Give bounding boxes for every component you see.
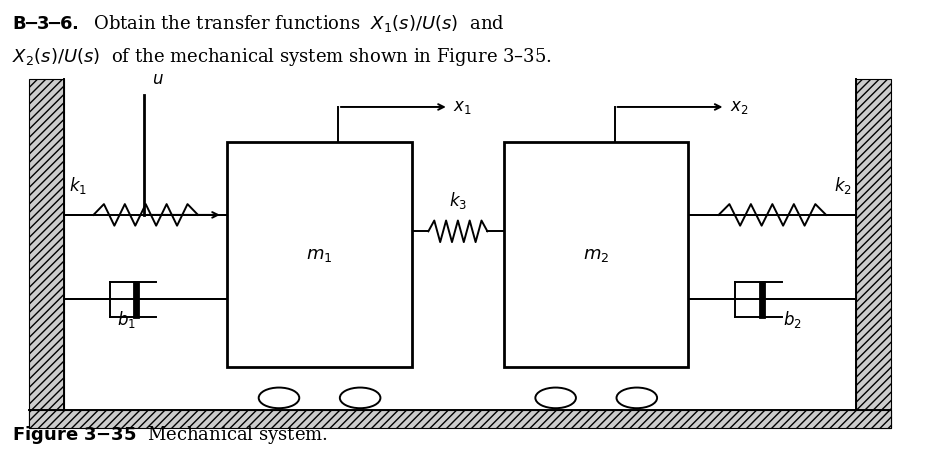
Text: $m_2$: $m_2$ <box>583 246 610 264</box>
Bar <box>504 142 688 367</box>
Circle shape <box>616 388 657 408</box>
Text: $x_1$: $x_1$ <box>453 98 472 116</box>
Bar <box>228 142 412 367</box>
Text: $\mathbf{Figure\ 3{-}35}$  Mechanical system.: $\mathbf{Figure\ 3{-}35}$ Mechanical sys… <box>12 424 328 446</box>
Circle shape <box>259 388 300 408</box>
Bar <box>857 79 892 429</box>
Text: $b_2$: $b_2$ <box>783 309 802 330</box>
Text: $b_1$: $b_1$ <box>117 309 136 330</box>
Text: $k_3$: $k_3$ <box>449 189 467 211</box>
Text: $x_2$: $x_2$ <box>730 98 748 116</box>
Text: $u$: $u$ <box>152 70 164 88</box>
Text: $m_1$: $m_1$ <box>306 246 333 264</box>
Circle shape <box>339 388 380 408</box>
Text: $k_1$: $k_1$ <box>68 176 87 196</box>
Bar <box>29 79 64 429</box>
Text: $k_2$: $k_2$ <box>833 176 852 196</box>
Bar <box>29 410 892 429</box>
Text: $\mathbf{B\!\!-\!\!3\!\!-\!\!6.}$  Obtain the transfer functions  $X_1(s)/U(s)$ : $\mathbf{B\!\!-\!\!3\!\!-\!\!6.}$ Obtain… <box>12 13 505 34</box>
Circle shape <box>536 388 576 408</box>
Text: $X_2(s)/U(s)$  of the mechanical system shown in Figure 3–35.: $X_2(s)/U(s)$ of the mechanical system s… <box>12 46 552 68</box>
